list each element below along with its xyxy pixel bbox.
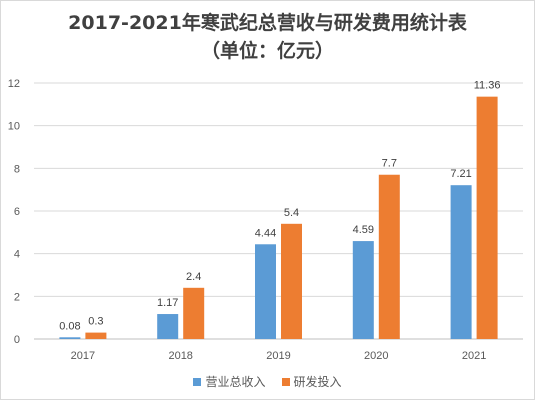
bar-revenue (450, 185, 472, 339)
legend-label-rnd: 研发投入 (293, 375, 342, 389)
y-tick-label: 8 (14, 163, 20, 175)
bar-rnd (476, 96, 498, 339)
data-label-rnd: 7.7 (382, 158, 397, 170)
data-label-revenue: 4.59 (353, 224, 374, 236)
chart-subtitle: （单位：亿元） (200, 40, 334, 62)
data-label-revenue: 4.44 (255, 227, 276, 239)
legend-swatch-rnd (281, 377, 290, 386)
y-tick-label: 0 (14, 334, 20, 346)
data-label-revenue: 7.21 (450, 168, 471, 180)
data-label-rnd: 0.3 (88, 316, 103, 328)
data-label-rnd: 2.4 (186, 271, 201, 283)
x-tick-label: 2018 (168, 350, 192, 362)
bar-revenue (157, 314, 179, 339)
bar-revenue (59, 337, 81, 339)
x-tick-label: 2020 (364, 350, 388, 362)
legend-item-revenue: 营业总收入 (193, 373, 266, 390)
data-label-rnd: 5.4 (284, 207, 299, 219)
chart-title: 2017-2021年寒武纪总营收与研发费用统计表 (68, 12, 467, 34)
y-tick-label: 12 (8, 78, 20, 90)
data-label-revenue: 0.08 (59, 320, 80, 332)
chart-legend: 营业总收入 研发投入 (1, 373, 534, 390)
bar-rnd (85, 332, 107, 339)
y-tick-label: 2 (14, 291, 20, 303)
x-tick-label: 2017 (71, 350, 95, 362)
x-tick-label: 2021 (462, 350, 486, 362)
legend-item-rnd: 研发投入 (281, 373, 342, 390)
bar-revenue (352, 241, 374, 339)
data-label-revenue: 1.17 (157, 297, 178, 309)
data-label-rnd: 11.36 (474, 80, 501, 92)
bar-rnd (281, 223, 302, 339)
y-tick-label: 6 (14, 206, 20, 218)
bar-rnd (183, 287, 205, 339)
legend-swatch-revenue (193, 377, 202, 386)
y-tick-label: 4 (14, 249, 20, 261)
x-tick-label: 2019 (266, 350, 290, 362)
y-tick-label: 10 (8, 121, 20, 133)
bar-revenue (255, 244, 276, 339)
bar-rnd (378, 174, 400, 339)
legend-label-revenue: 营业总收入 (205, 375, 266, 389)
